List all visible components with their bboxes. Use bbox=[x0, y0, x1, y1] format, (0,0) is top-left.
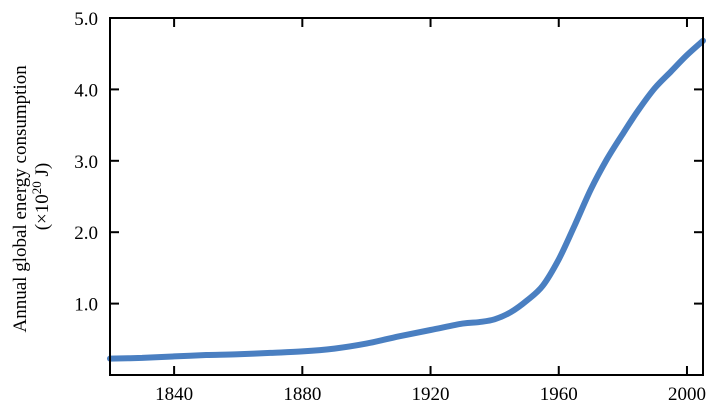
y-axis-title-exponent: 20 bbox=[29, 181, 44, 194]
x-tick-label-2000: 2000 bbox=[668, 384, 706, 404]
series-line-energy bbox=[107, 37, 706, 362]
x-tick-label-1960: 1960 bbox=[540, 384, 578, 404]
x-tick-label-1880: 1880 bbox=[283, 384, 321, 404]
x-tick-label-1840: 1840 bbox=[155, 384, 193, 404]
x-tick-label-1920: 1920 bbox=[412, 384, 450, 404]
ticks-layer: 1840 1880 1920 1960 2000 1.0 2.0 3.0 4.0 5.0 bbox=[74, 9, 706, 404]
y-tick-label-2.0: 2.0 bbox=[74, 223, 98, 244]
y-axis-title: Annual global energy consumption (×1020 … bbox=[10, 61, 53, 333]
y-axis-title-line1: Annual global energy consumption bbox=[10, 65, 31, 333]
y-tick-label-1.0: 1.0 bbox=[74, 295, 98, 316]
y-axis-title-line2: (×1020 J) bbox=[29, 163, 54, 231]
y-axis-title-prefix: (×10 bbox=[32, 194, 53, 230]
y-tick-label-3.0: 3.0 bbox=[74, 152, 98, 173]
plot-frame bbox=[109, 17, 704, 376]
y-tick-label-4.0: 4.0 bbox=[74, 80, 98, 101]
y-tick-label-5.0: 5.0 bbox=[74, 9, 98, 30]
y-axis-title-suffix: J) bbox=[32, 163, 53, 181]
